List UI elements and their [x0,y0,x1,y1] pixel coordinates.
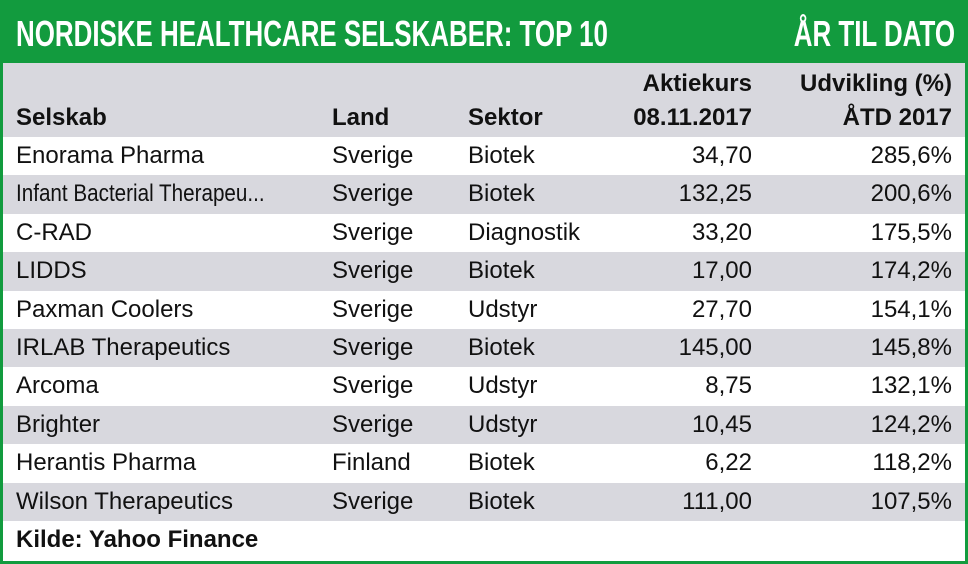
title: NORDISKE HEALTHCARE SELSKABER: TOP 10 [16,13,608,54]
cell: Sverige [332,295,414,323]
header-band [3,63,965,137]
cell: 111,00 [682,487,752,515]
cell: Finland [332,449,411,477]
source: Kilde: Yahoo Finance [16,526,259,553]
cell: 8,75 [705,372,752,400]
cell: 132,25 [678,180,752,208]
cell: Enorama Pharma [16,142,205,169]
cell: Sverige [332,334,414,361]
cell: Wilson Therapeutics [16,487,233,515]
cell: Udstyr [468,295,538,323]
cell: Biotek [468,449,535,477]
column-header: Udvikling (%) [799,70,952,97]
cell: Paxman Coolers [16,295,194,323]
column-header: 08.11.2017 [633,104,752,131]
cell: Udstyr [468,372,538,400]
cell: Herantis Pharma [16,449,197,477]
title-bar [3,3,965,63]
cell: Sverige [332,487,414,515]
cell: Biotek [468,487,535,515]
cell: Sverige [332,410,414,438]
cell: 10,45 [691,410,752,438]
cell: Sverige [332,180,414,208]
column-header: Selskab [16,104,107,131]
cell: Sverige [332,257,414,285]
cell: Arcoma [16,372,99,400]
cell: 33,20 [691,218,752,246]
cell: 175,5% [870,218,952,246]
cell: 145,8% [870,334,952,361]
title-right: ÅR TIL DATO [793,13,955,54]
cell: Biotek [468,334,535,361]
row-band [3,329,965,368]
cell: Udstyr [468,410,538,438]
column-header: Aktiekurs [642,70,752,97]
cell: Diagnostik [468,218,581,246]
column-header: Sektor [468,104,543,131]
cell: IRLAB Therapeutics [16,334,231,361]
cell: LIDDS [16,257,87,285]
cell: Biotek [468,257,535,285]
row-band [3,482,965,521]
cell: 285,6% [870,142,952,169]
cell: 174,2% [870,257,952,285]
cell: 17,00 [691,257,752,285]
row-band [3,252,965,291]
cell: Sverige [332,372,414,400]
cell: C-RAD [16,218,92,246]
row-band [3,175,965,214]
cell: 27,70 [691,295,752,323]
cell: 6,22 [705,449,752,477]
column-header: Land [332,104,390,131]
cell: 107,5% [870,487,952,515]
cell: 200,6% [870,180,952,208]
cell: 124,2% [870,410,952,438]
cell: 145,00 [678,334,752,361]
cell: 118,2% [872,449,952,477]
column-header: ÅTD 2017 [842,104,952,131]
cell: Sverige [332,218,414,246]
row-band [3,405,965,445]
cell: Sverige [332,142,414,169]
cell: 154,1% [870,295,952,323]
cell: Biotek [468,142,535,169]
cell: 132,1% [870,372,952,400]
cell: Infant Bacterial Therapeu... [16,180,265,208]
cell: Brighter [16,410,101,438]
cell: 34,70 [691,142,752,169]
cell: Biotek [468,180,535,208]
